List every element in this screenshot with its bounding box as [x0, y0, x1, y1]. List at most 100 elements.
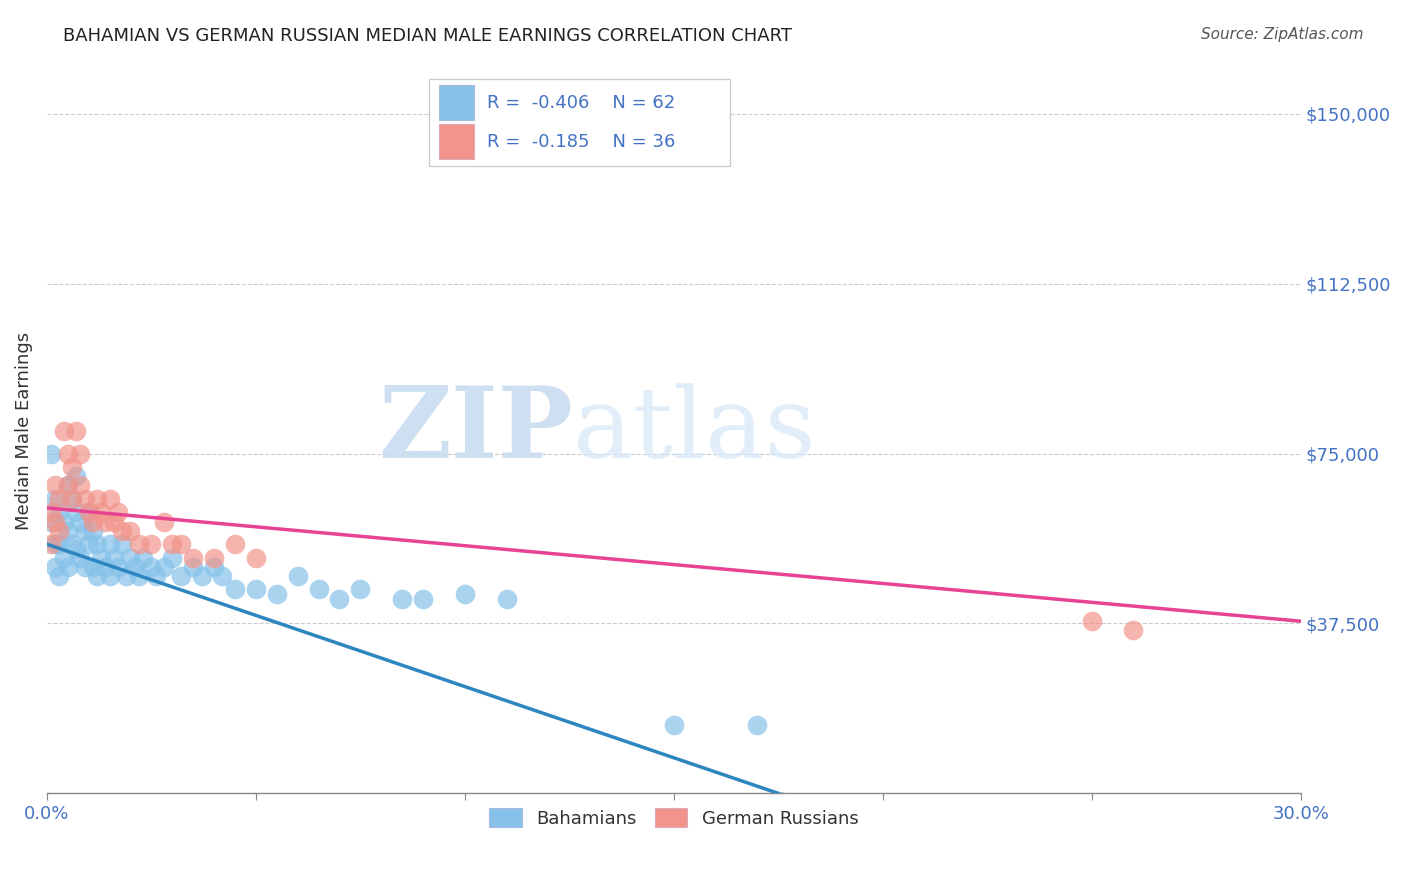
Point	[94, 559, 117, 574]
Point	[181, 559, 204, 574]
Point	[56, 447, 79, 461]
Point	[48, 491, 70, 506]
Point	[86, 537, 108, 551]
Point	[56, 478, 79, 492]
Point	[94, 515, 117, 529]
Text: BAHAMIAN VS GERMAN RUSSIAN MEDIAN MALE EARNINGS CORRELATION CHART: BAHAMIAN VS GERMAN RUSSIAN MEDIAN MALE E…	[63, 27, 792, 45]
Point	[65, 506, 87, 520]
Point	[90, 550, 112, 565]
Point	[86, 491, 108, 506]
Point	[412, 591, 434, 606]
Point	[266, 587, 288, 601]
Point	[128, 537, 150, 551]
Point	[98, 537, 121, 551]
Point	[202, 550, 225, 565]
Point	[77, 506, 100, 520]
Point	[162, 537, 184, 551]
Point	[202, 559, 225, 574]
Point	[69, 447, 91, 461]
Point	[120, 550, 142, 565]
Point	[44, 537, 66, 551]
Point	[328, 591, 350, 606]
Point	[39, 537, 62, 551]
Point	[56, 478, 79, 492]
Point	[44, 478, 66, 492]
Point	[111, 524, 134, 538]
Point	[145, 569, 167, 583]
Point	[56, 559, 79, 574]
Text: ZIP: ZIP	[378, 383, 574, 479]
Point	[153, 559, 176, 574]
Point	[69, 515, 91, 529]
Legend: Bahamians, German Russians: Bahamians, German Russians	[482, 801, 866, 835]
Point	[349, 582, 371, 597]
Point	[454, 587, 477, 601]
Point	[69, 478, 91, 492]
Point	[495, 591, 517, 606]
Point	[60, 491, 83, 506]
Point	[132, 550, 155, 565]
Point	[60, 491, 83, 506]
Point	[52, 515, 75, 529]
Point	[98, 491, 121, 506]
Point	[169, 569, 191, 583]
Point	[86, 569, 108, 583]
Point	[391, 591, 413, 606]
Point	[153, 515, 176, 529]
Point	[111, 537, 134, 551]
Point	[224, 582, 246, 597]
Point	[44, 491, 66, 506]
Point	[65, 469, 87, 483]
Point	[308, 582, 330, 597]
Point	[60, 460, 83, 475]
Point	[141, 559, 163, 574]
Text: R =  -0.185    N = 36: R = -0.185 N = 36	[486, 133, 675, 151]
Point	[190, 569, 212, 583]
Point	[107, 506, 129, 520]
Point	[162, 550, 184, 565]
Point	[141, 537, 163, 551]
Point	[82, 515, 104, 529]
Point	[73, 491, 96, 506]
Point	[77, 537, 100, 551]
Point	[48, 524, 70, 538]
Point	[77, 506, 100, 520]
Point	[245, 550, 267, 565]
Point	[211, 569, 233, 583]
Point	[60, 537, 83, 551]
Point	[103, 550, 125, 565]
Point	[747, 718, 769, 732]
Point	[56, 524, 79, 538]
Text: R =  -0.406    N = 62: R = -0.406 N = 62	[486, 94, 675, 112]
Point	[82, 524, 104, 538]
Y-axis label: Median Male Earnings: Median Male Earnings	[15, 332, 32, 530]
Point	[52, 550, 75, 565]
Point	[1122, 624, 1144, 638]
Point	[181, 550, 204, 565]
Point	[48, 569, 70, 583]
Point	[245, 582, 267, 597]
Point	[90, 506, 112, 520]
Point	[48, 537, 70, 551]
Point	[73, 559, 96, 574]
Text: Source: ZipAtlas.com: Source: ZipAtlas.com	[1201, 27, 1364, 42]
Point	[124, 559, 146, 574]
Point	[48, 506, 70, 520]
Point	[82, 559, 104, 574]
Point	[98, 569, 121, 583]
Point	[52, 424, 75, 438]
Point	[65, 424, 87, 438]
Point	[69, 550, 91, 565]
Point	[39, 447, 62, 461]
Point	[662, 718, 685, 732]
Point	[103, 515, 125, 529]
Point	[107, 559, 129, 574]
Point	[224, 537, 246, 551]
FancyBboxPatch shape	[439, 86, 474, 120]
Point	[1080, 614, 1102, 628]
Point	[39, 515, 62, 529]
Point	[287, 569, 309, 583]
Point	[65, 541, 87, 556]
Point	[44, 559, 66, 574]
Point	[115, 569, 138, 583]
